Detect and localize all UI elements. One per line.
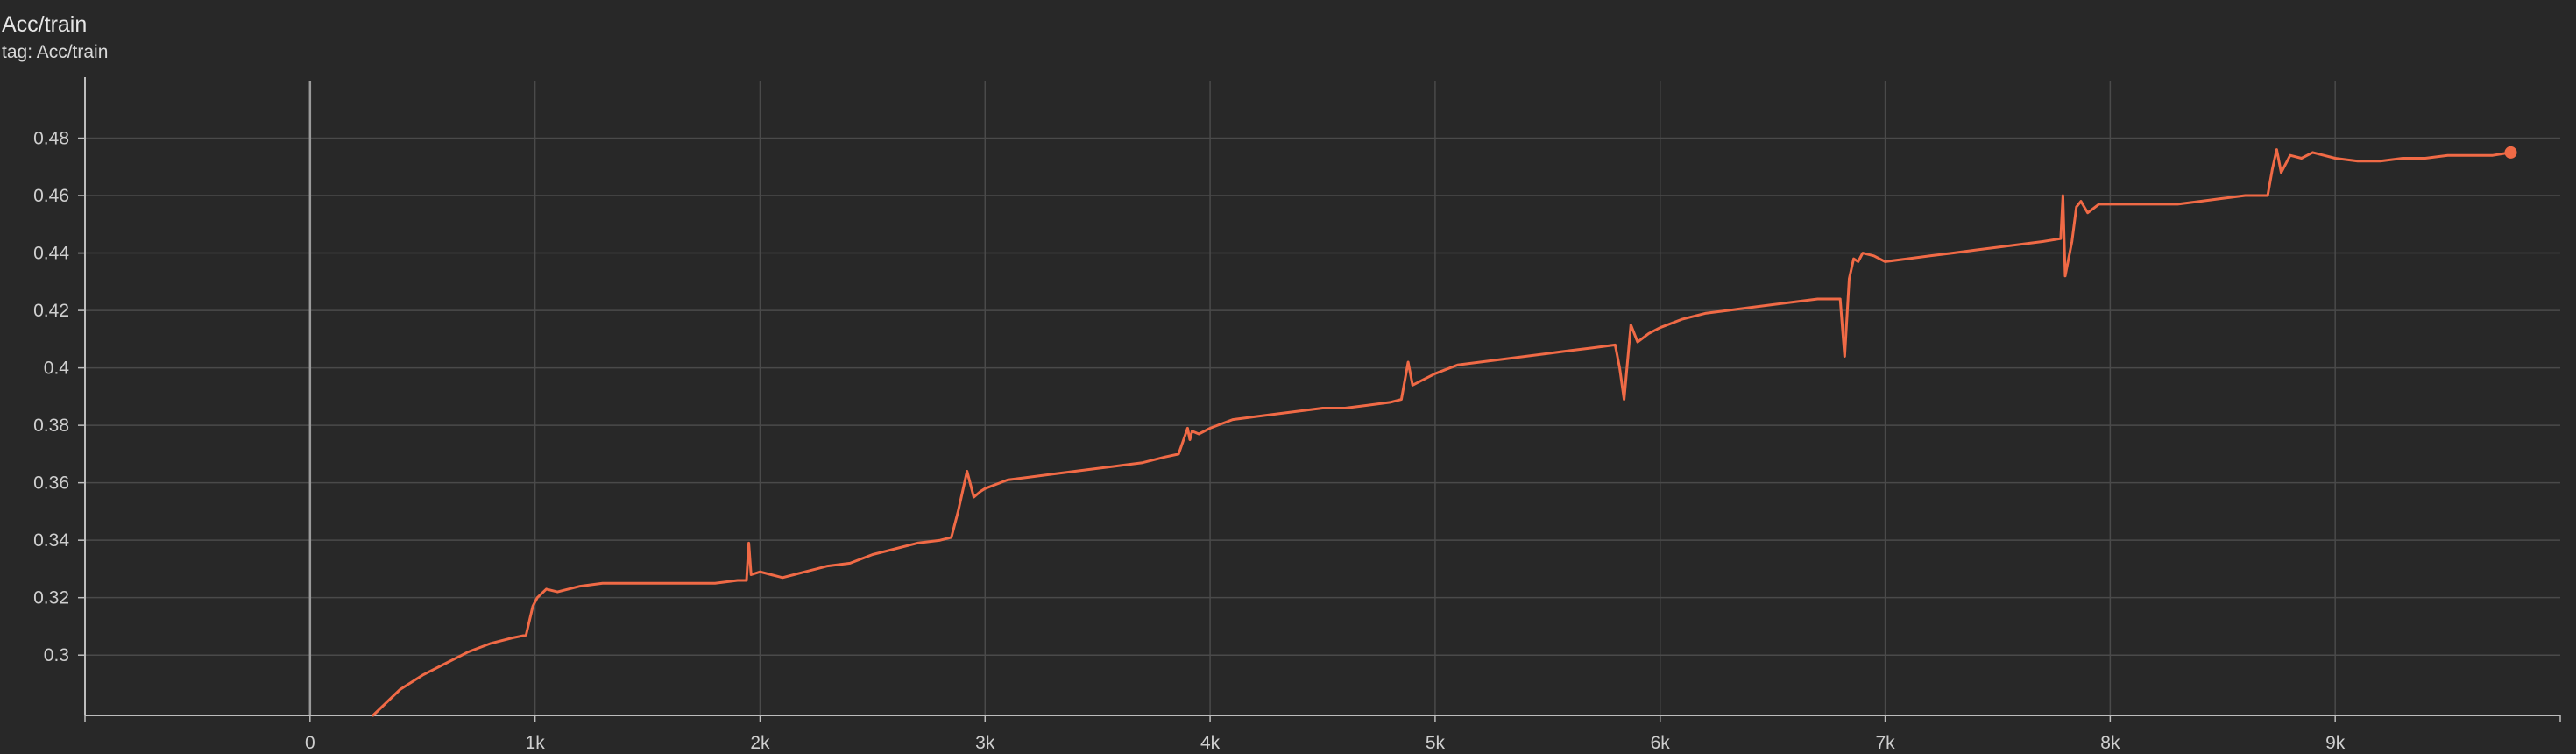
series-line [372, 148, 2512, 717]
y-tick-label: 0.34 [33, 530, 69, 551]
y-tick-label: 0.46 [33, 186, 69, 206]
x-tick-label: 2k [750, 733, 770, 753]
y-tick-label: 0.38 [33, 416, 69, 436]
grid-lines [85, 81, 2560, 715]
chart-title: Acc/train [2, 12, 88, 37]
axes: 0.3 0.32 0.34 0.36 0.38 0.4 0.42 0.44 0.46 0.48 0 1… [33, 77, 2561, 753]
x-tick-label: 1k [526, 733, 546, 753]
x-tick-label: 9k [2325, 733, 2346, 753]
y-tick-label: 0.44 [33, 244, 69, 264]
series-layer [372, 146, 2517, 717]
y-tick-label: 0.48 [33, 129, 69, 149]
y-tick-label: 0.4 [44, 359, 70, 379]
y-tick-label: 0.36 [33, 473, 69, 494]
x-tick-label: 5k [1426, 733, 1446, 753]
x-tick-label: 8k [2100, 733, 2120, 753]
y-tick-label: 0.42 [33, 301, 69, 321]
x-tick-label: 3k [975, 733, 995, 753]
x-tick-label: 4k [1200, 733, 1221, 753]
series-last-point [2504, 146, 2517, 159]
y-tick-label: 0.32 [33, 588, 69, 608]
x-tick-label: 0 [305, 733, 315, 753]
y-tick-label: 0.3 [44, 645, 69, 665]
chart-tag-label: tag: Acc/train [2, 42, 109, 62]
x-tick-label: 6k [1651, 733, 1671, 753]
x-tick-label: 7k [1875, 733, 1895, 753]
